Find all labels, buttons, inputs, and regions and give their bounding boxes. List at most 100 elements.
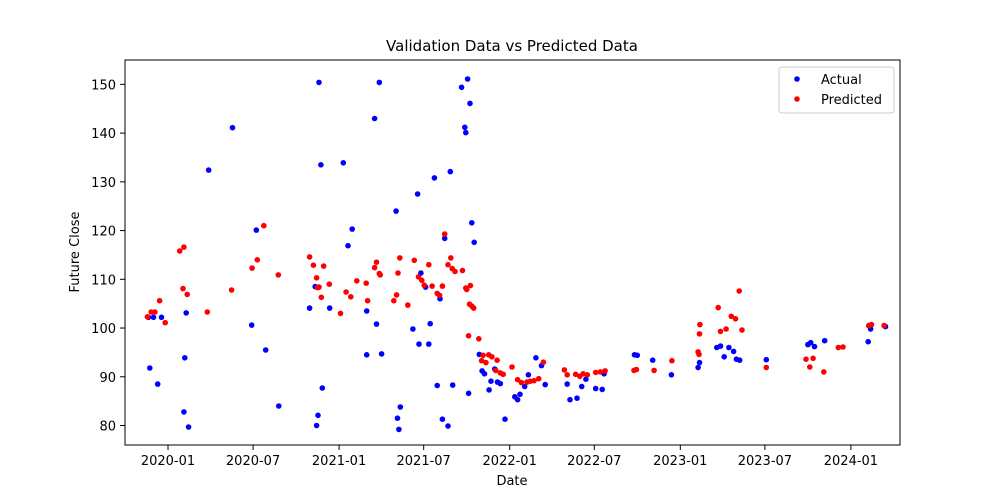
point-actual [313, 422, 320, 429]
point-predicted [736, 288, 742, 294]
point-predicted [318, 294, 325, 301]
point-predicted [354, 278, 360, 284]
point-predicted [739, 327, 745, 333]
point-predicted [397, 255, 403, 261]
point-actual [467, 100, 473, 107]
point-predicted [592, 369, 599, 376]
point-actual [464, 76, 471, 82]
y-tick-label: 140 [91, 127, 116, 142]
point-predicted [204, 309, 211, 315]
point-actual [426, 341, 432, 347]
series-predicted [144, 222, 887, 386]
point-actual [517, 391, 523, 398]
point-predicted [489, 354, 495, 360]
x-tick-label: 2020-07 [226, 454, 280, 469]
point-predicted [254, 257, 261, 263]
point-predicted [459, 267, 466, 274]
point-predicted [810, 355, 816, 362]
point-predicted [419, 277, 425, 284]
point-actual [373, 321, 380, 327]
point-actual [821, 337, 828, 344]
point-predicted [633, 366, 640, 373]
point-predicted [364, 297, 371, 304]
point-predicted [377, 272, 384, 278]
point-predicted [176, 248, 183, 254]
point-predicted [373, 259, 380, 266]
point-predicted [452, 268, 458, 275]
point-predicted [391, 297, 397, 304]
x-tick-label: 2021-07 [397, 454, 451, 469]
point-predicted [494, 357, 500, 364]
point-predicted [478, 357, 485, 364]
point-actual [525, 372, 532, 378]
y-tick-label: 130 [91, 176, 116, 191]
point-predicted [881, 322, 887, 329]
point-predicted [429, 283, 435, 289]
point-actual [763, 356, 770, 363]
point-predicted [393, 292, 400, 298]
plot-marks [144, 76, 889, 433]
point-predicted [821, 369, 827, 375]
point-actual [726, 344, 732, 351]
point-predicted [728, 313, 735, 320]
point-predicted [492, 367, 499, 374]
point-predicted [411, 257, 418, 264]
point-predicted [535, 375, 542, 382]
point-actual [262, 347, 269, 353]
point-actual [371, 115, 378, 122]
point-actual [717, 343, 724, 349]
legend: Actual Predicted [778, 66, 895, 114]
point-actual [147, 365, 153, 371]
point-predicted [651, 367, 657, 374]
point-predicted [348, 294, 354, 300]
point-actual [416, 341, 422, 347]
point-actual [439, 416, 446, 423]
point-actual [318, 162, 324, 168]
point-predicted [180, 285, 186, 292]
point-predicted [310, 262, 317, 269]
point-actual [463, 129, 469, 136]
point-actual [471, 239, 478, 246]
point-predicted [184, 291, 190, 298]
point-predicted [835, 344, 842, 351]
point-predicted [696, 331, 703, 337]
point-actual [599, 386, 605, 393]
point-predicted [514, 376, 521, 383]
point-actual [315, 412, 321, 419]
point-actual [488, 378, 494, 385]
point-actual [497, 380, 504, 387]
point-predicted [669, 357, 675, 364]
point-predicted [228, 287, 235, 293]
point-predicted [445, 261, 451, 268]
point-actual [583, 376, 589, 383]
point-actual [458, 84, 465, 91]
point-predicted [763, 364, 770, 371]
legend-label-actual: Actual [821, 73, 862, 88]
point-predicted [426, 261, 432, 268]
point-actual [469, 220, 475, 226]
point-predicted [436, 292, 443, 299]
point-actual [514, 396, 521, 403]
point-actual [340, 160, 347, 166]
point-predicted [363, 280, 370, 287]
point-predicted [249, 265, 255, 271]
y-axis-label: Future Close [68, 212, 83, 293]
point-actual [542, 381, 548, 388]
point-predicted [470, 305, 477, 311]
point-actual [567, 396, 573, 403]
point-predicted [696, 351, 702, 358]
point-predicted [320, 263, 327, 269]
point-actual [578, 383, 585, 390]
point-predicted [441, 231, 448, 237]
point-predicted [439, 283, 446, 289]
point-actual [410, 326, 416, 332]
point-predicted [715, 304, 721, 311]
point-actual [150, 314, 157, 321]
point-actual [807, 339, 814, 346]
point-predicted [840, 344, 846, 350]
point-actual [229, 124, 236, 131]
point-predicted [467, 282, 474, 289]
point-actual [533, 355, 539, 361]
point-actual [574, 395, 580, 402]
point-predicted [518, 379, 525, 386]
